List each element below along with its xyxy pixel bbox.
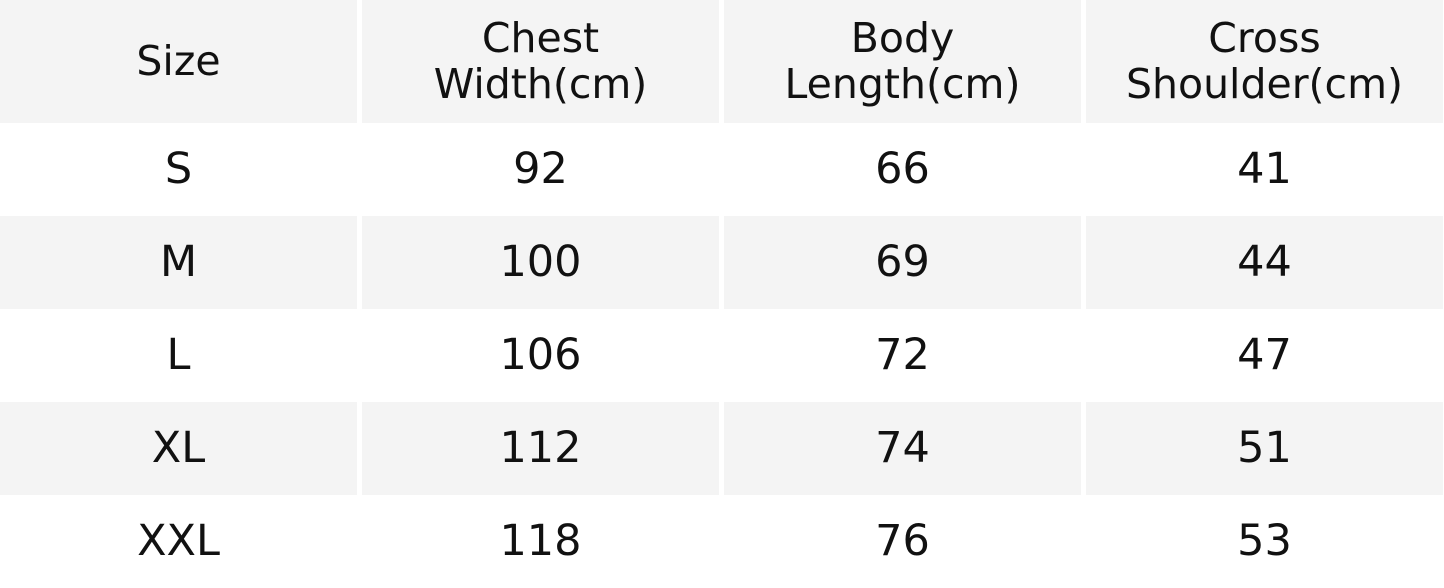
cell-size: XXL [137, 516, 220, 567]
column-header-size: Size [0, 0, 357, 123]
cell-size: L [166, 330, 191, 381]
table-row: L 106 72 47 [0, 309, 1444, 402]
cell-chest-width: 106 [499, 330, 582, 381]
cell-chest-width: 100 [362, 216, 719, 309]
cell-chest-width: 118 [499, 516, 582, 567]
table-row: XXL 118 76 53 [0, 495, 1444, 588]
cell-size: S [164, 144, 193, 195]
column-header-chest-width: Chest Width(cm) [362, 0, 719, 123]
table-row: XL 112 74 51 [0, 402, 1444, 495]
cell-size: XL [0, 402, 357, 495]
cell-cross-shoulder: 47 [1237, 330, 1292, 381]
table-row: S 92 66 41 [0, 123, 1444, 216]
cell-body-length: 76 [875, 516, 930, 567]
cell-body-length: 69 [724, 216, 1081, 309]
column-header-cross-shoulder: Cross Shoulder(cm) [1086, 0, 1443, 123]
cell-cross-shoulder: 53 [1237, 516, 1292, 567]
column-header-body-length: Body Length(cm) [724, 0, 1081, 123]
cell-chest-width: 112 [362, 402, 719, 495]
table-row: M 100 69 44 [0, 216, 1444, 309]
cell-cross-shoulder: 51 [1086, 402, 1443, 495]
cell-body-length: 66 [875, 144, 930, 195]
cell-body-length: 74 [724, 402, 1081, 495]
table-header-row: Size Chest Width(cm) Body Length(cm) Cro… [0, 0, 1444, 123]
cell-chest-width: 92 [513, 144, 568, 195]
cell-body-length: 72 [875, 330, 930, 381]
cell-cross-shoulder: 41 [1237, 144, 1292, 195]
cell-cross-shoulder: 44 [1086, 216, 1443, 309]
cell-size: M [0, 216, 357, 309]
